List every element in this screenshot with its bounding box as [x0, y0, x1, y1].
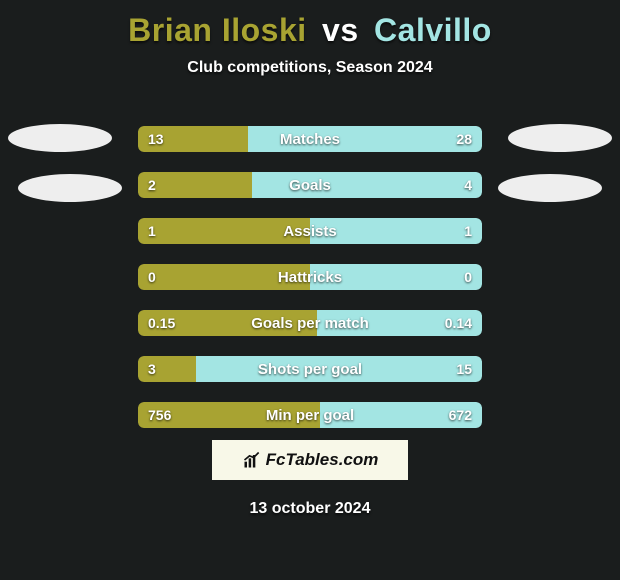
stat-bar-left: [138, 264, 310, 290]
stat-bar-row: Goals per match0.150.14: [138, 310, 482, 336]
stat-bar-right: [196, 356, 482, 382]
subtitle: Club competitions, Season 2024: [0, 59, 620, 77]
footer-brand-box: FcTables.com: [212, 440, 408, 480]
stat-bar-right: [317, 310, 482, 336]
player1-name: Brian Iloski: [128, 12, 307, 48]
stat-bar-right: [248, 126, 482, 152]
footer-brand-text: FcTables.com: [266, 450, 379, 470]
stat-bar-row: Matches1328: [138, 126, 482, 152]
player1-placeholder-oval-1: [8, 124, 112, 152]
stat-bar-row: Hattricks00: [138, 264, 482, 290]
stat-bar-left: [138, 356, 196, 382]
player1-placeholder-oval-2: [18, 174, 122, 202]
stat-bar-row: Assists11: [138, 218, 482, 244]
stat-bar-row: Goals24: [138, 172, 482, 198]
stat-bar-row: Min per goal756672: [138, 402, 482, 428]
stat-bar-left: [138, 310, 317, 336]
stat-bar-left: [138, 402, 320, 428]
player2-placeholder-oval-2: [498, 174, 602, 202]
comparison-title: Brian Iloski vs Calvillo: [0, 0, 620, 49]
footer-date: 13 october 2024: [0, 500, 620, 518]
stat-bar-left: [138, 126, 248, 152]
stat-bar-row: Shots per goal315: [138, 356, 482, 382]
player2-placeholder-oval-1: [508, 124, 612, 152]
stat-bar-left: [138, 218, 310, 244]
stat-bar-left: [138, 172, 252, 198]
player2-name: Calvillo: [374, 12, 492, 48]
stat-bar-right: [252, 172, 482, 198]
stat-bar-right: [310, 264, 482, 290]
stat-bar-right: [320, 402, 482, 428]
stat-bar-right: [310, 218, 482, 244]
stats-bar-chart: Matches1328 Goals24 Assists11 Hattricks00 Go…: [138, 126, 482, 448]
chart-icon: [242, 450, 262, 470]
vs-text: vs: [322, 12, 359, 48]
